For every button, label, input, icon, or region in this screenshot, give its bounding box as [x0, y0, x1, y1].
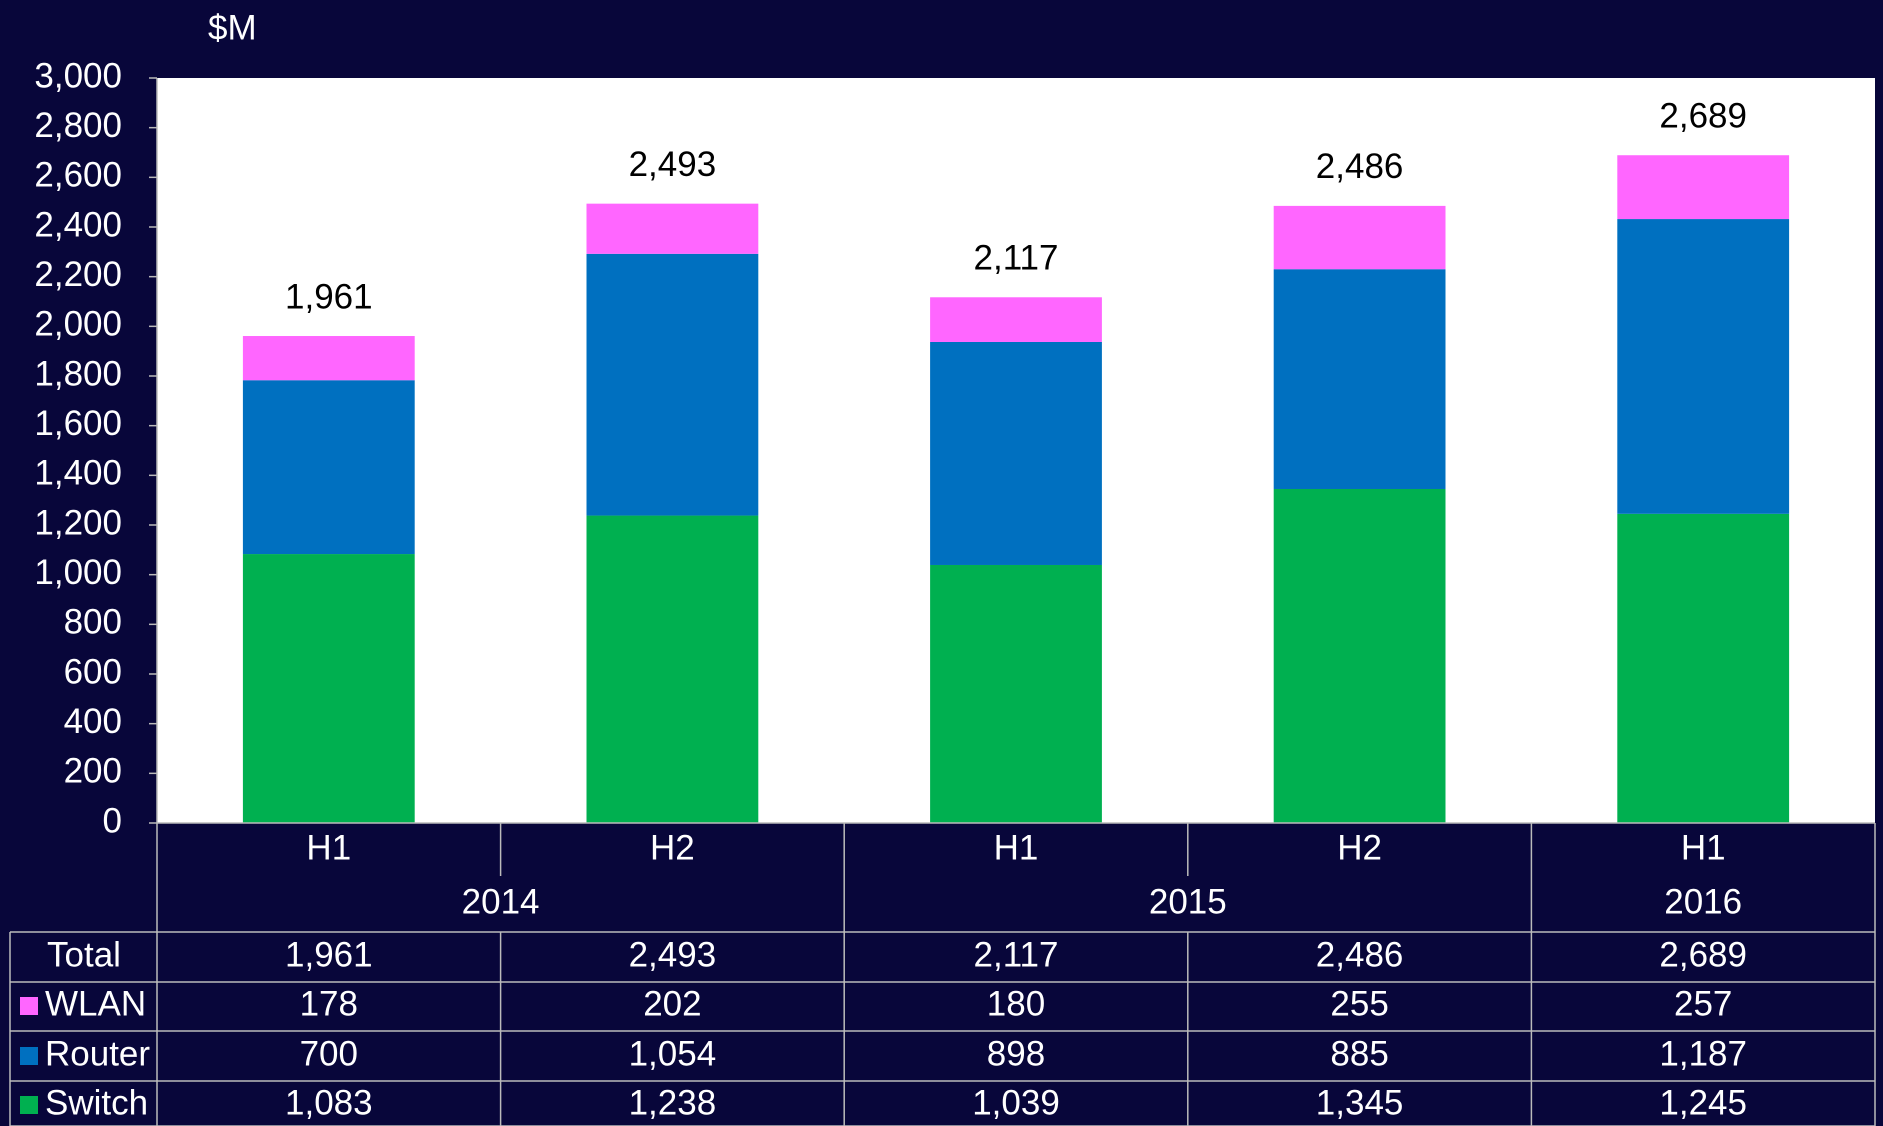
y-tick-label: 0 [103, 801, 122, 840]
bar-segment [586, 253, 759, 516]
x-tick-label: H1 [306, 828, 351, 867]
bar-segment [1273, 205, 1446, 270]
y-tick-label: 800 [64, 603, 122, 642]
bar-segment [1273, 269, 1446, 489]
legend-swatch [20, 997, 38, 1015]
total-label: 2,493 [629, 145, 717, 184]
row-header: Total [47, 935, 121, 974]
total-label: 1,961 [285, 277, 373, 316]
table-cell: 180 [987, 984, 1045, 1023]
x-tick-label: H2 [1337, 828, 1382, 867]
table-cell: 700 [300, 1034, 358, 1073]
legend-label: Router [45, 1034, 150, 1073]
legend-swatch [20, 1047, 38, 1065]
table-cell: 898 [987, 1034, 1045, 1073]
total-label: 2,486 [1316, 147, 1404, 186]
y-tick-label: 1,000 [34, 553, 122, 592]
y-tick-label: 1,600 [34, 404, 122, 443]
table-cell: 1,083 [285, 1083, 373, 1122]
y-unit: $M [208, 8, 257, 47]
bar-segment [242, 554, 415, 823]
table-cell: 885 [1330, 1034, 1388, 1073]
group-label: 2015 [1149, 882, 1227, 921]
table-cell: 2,486 [1316, 935, 1404, 974]
y-tick-label: 3,000 [34, 56, 122, 95]
table-cell: 1,345 [1316, 1083, 1404, 1122]
bar-segment [930, 564, 1102, 823]
y-tick-label: 2,000 [34, 305, 122, 344]
table-cell: 1,245 [1659, 1083, 1747, 1122]
y-tick-label: 600 [64, 652, 122, 691]
x-tick-label: H1 [994, 828, 1039, 867]
x-tick-label: H1 [1681, 828, 1726, 867]
table-cell: 2,689 [1659, 935, 1747, 974]
legend-swatch [20, 1096, 38, 1114]
y-tick-label: 1,400 [34, 454, 122, 493]
bar-segment [242, 336, 415, 381]
bar-segment [242, 380, 415, 555]
y-tick-label: 2,200 [34, 255, 122, 294]
legend-label: Switch [45, 1083, 148, 1122]
table-cell: 2,493 [629, 935, 717, 974]
y-tick-label: 1,800 [34, 354, 122, 393]
table-cell: 1,187 [1659, 1034, 1747, 1073]
total-label: 2,117 [974, 239, 1059, 278]
legend-label: WLAN [45, 984, 146, 1023]
table-cell: 202 [643, 984, 701, 1023]
table-cell: 255 [1330, 984, 1388, 1023]
table-cell: 2,117 [974, 935, 1059, 974]
table-cell: 1,961 [285, 935, 373, 974]
bar-segment [1617, 155, 1790, 220]
bar-segment [586, 515, 759, 823]
bar-segment [930, 341, 1102, 565]
y-tick-label: 200 [64, 752, 122, 791]
x-tick-label: H2 [650, 828, 695, 867]
bar-segment [1617, 513, 1790, 823]
bar-segment [930, 297, 1102, 342]
bar-segment [1617, 219, 1790, 514]
y-tick-label: 400 [64, 702, 122, 741]
y-tick-label: 2,600 [34, 156, 122, 195]
y-tick-label: 2,800 [34, 106, 122, 145]
table-cell: 1,238 [629, 1083, 717, 1122]
y-tick-label: 1,200 [34, 503, 122, 542]
table-cell: 1,039 [972, 1083, 1060, 1122]
table-cell: 1,054 [629, 1034, 717, 1073]
bar-segment [586, 203, 759, 254]
bar-segment [1273, 488, 1446, 823]
y-tick-label: 2,400 [34, 205, 122, 244]
table-cell: 257 [1674, 984, 1732, 1023]
table-cell: 178 [300, 984, 358, 1023]
group-label: 2016 [1664, 882, 1742, 921]
total-label: 2,689 [1659, 96, 1747, 135]
group-label: 2014 [462, 882, 540, 921]
